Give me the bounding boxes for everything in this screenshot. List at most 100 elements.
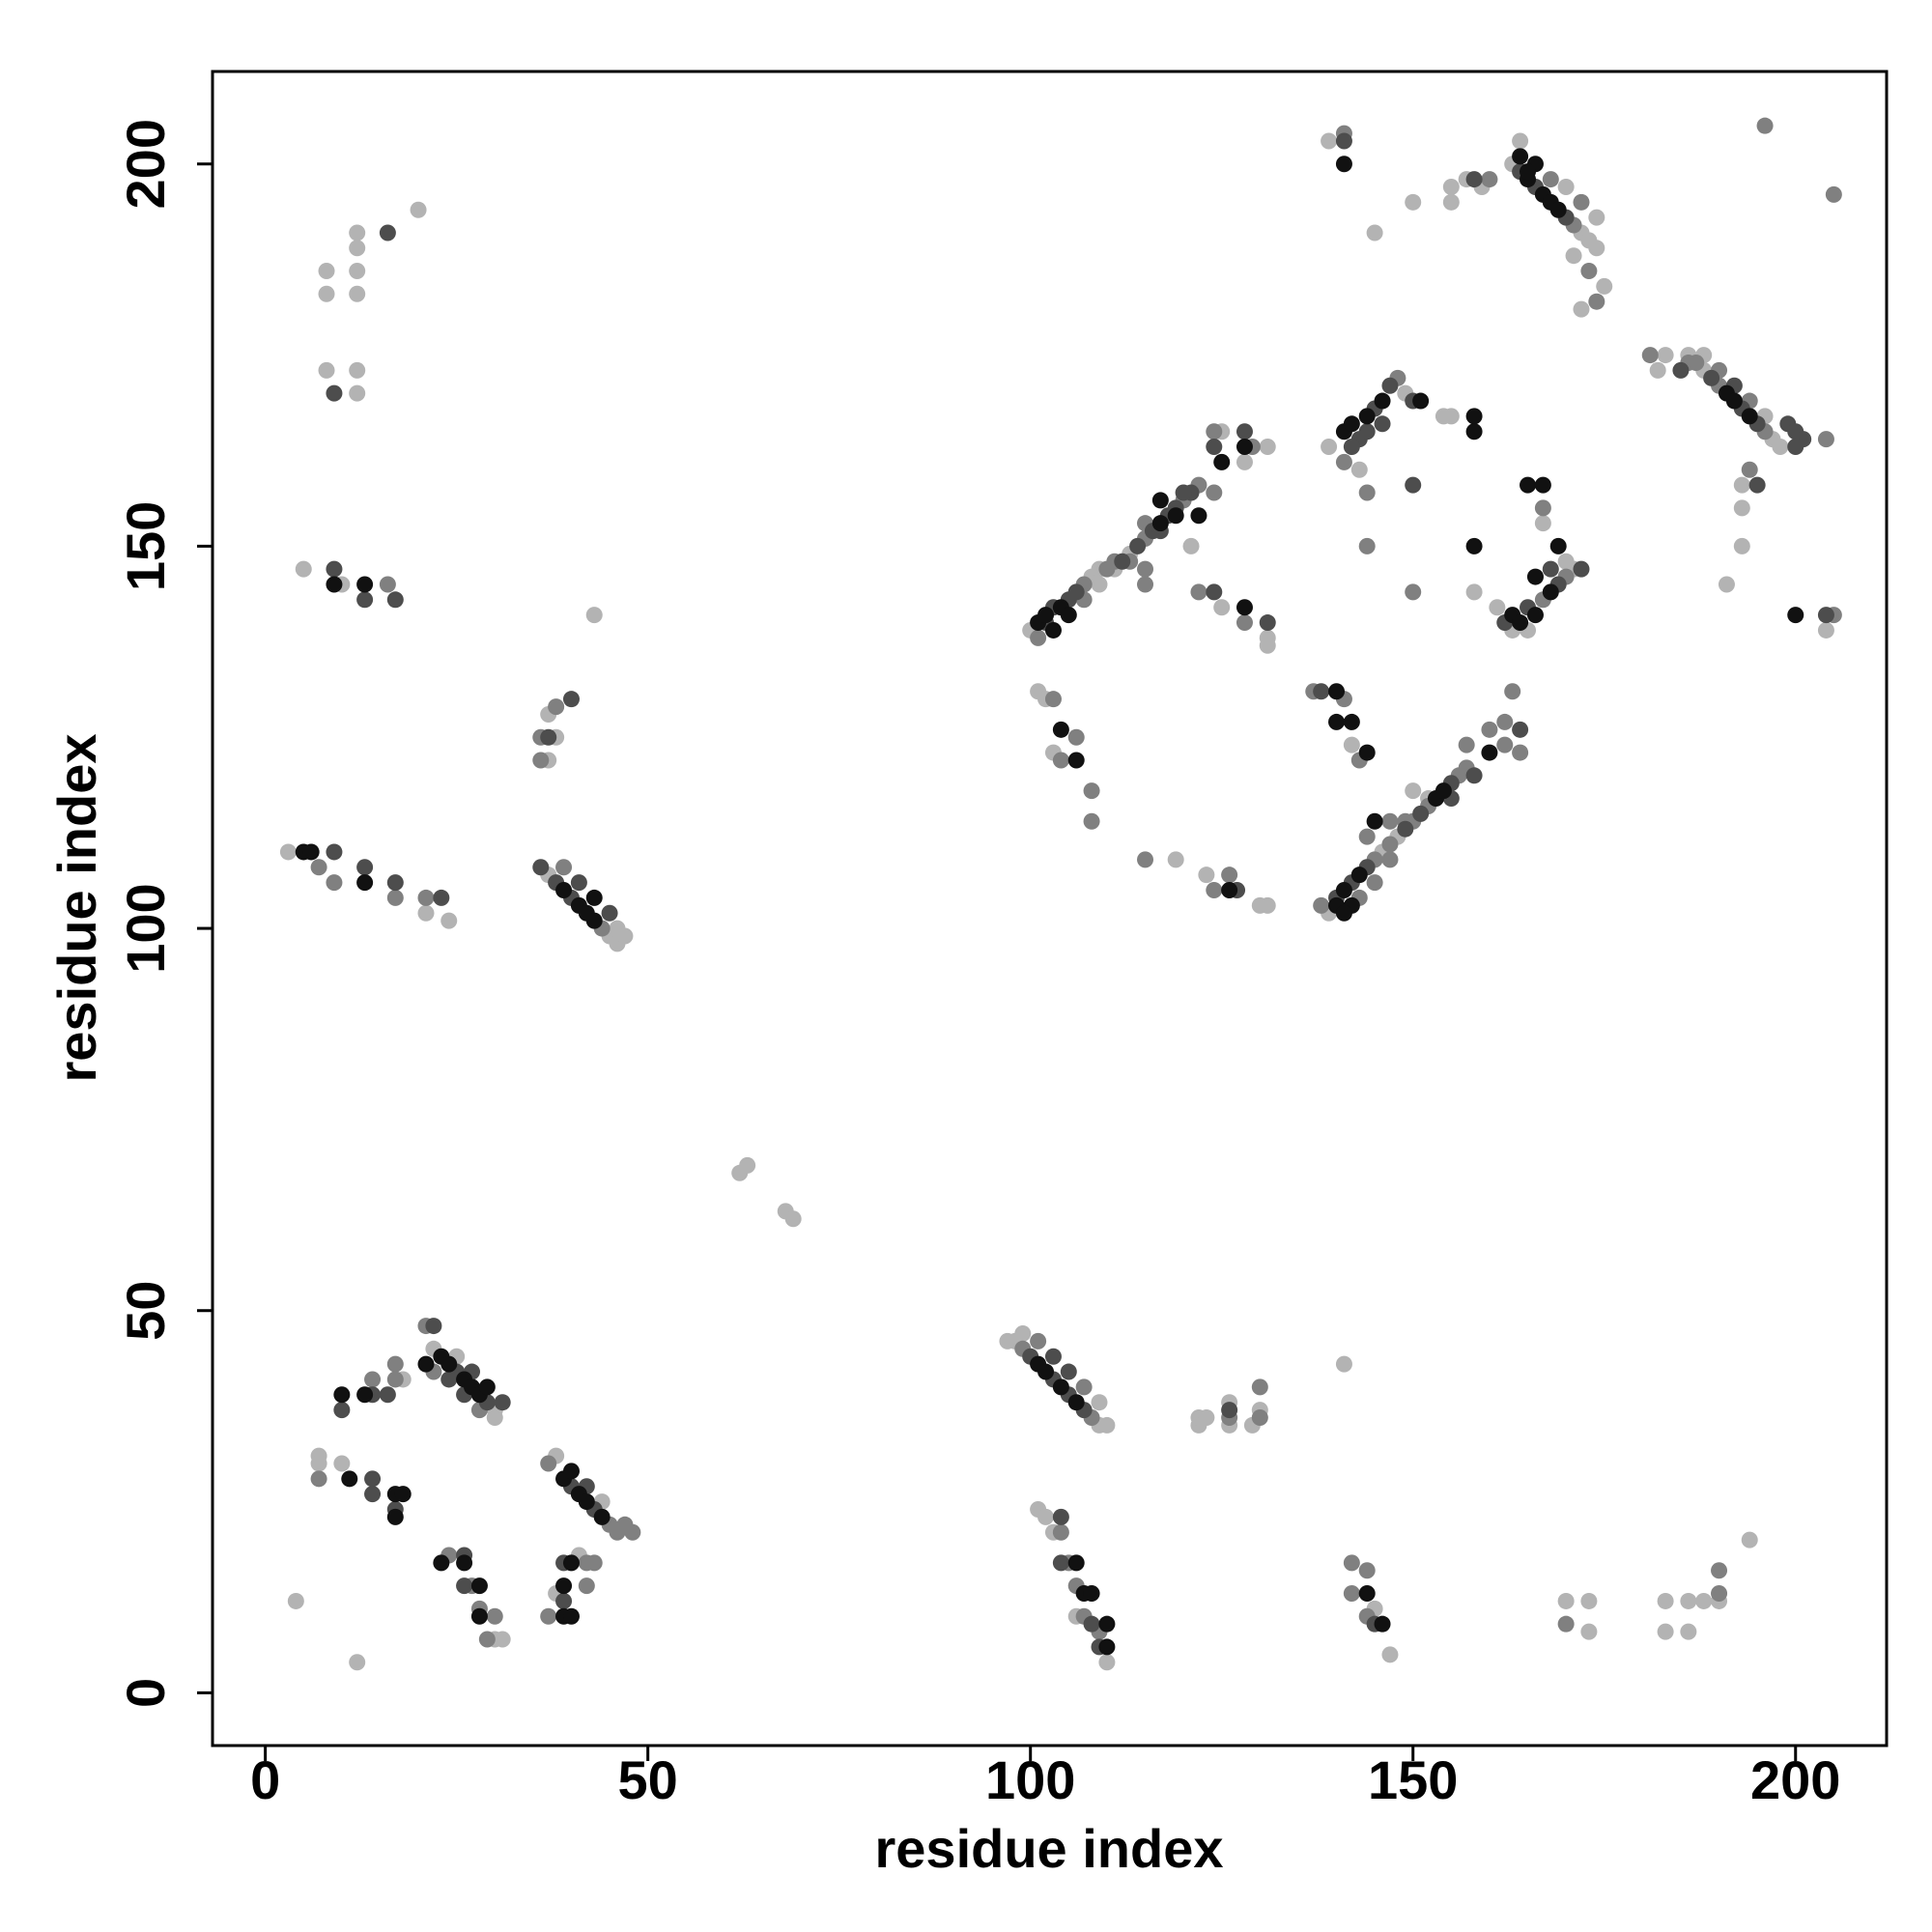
point: [1358, 828, 1376, 845]
point: [417, 904, 435, 922]
point: [410, 201, 427, 218]
point: [1381, 377, 1399, 394]
point: [1733, 499, 1750, 517]
point: [1512, 132, 1529, 150]
x-tick-label: 150: [1368, 1749, 1458, 1810]
point: [386, 889, 404, 906]
point: [1213, 453, 1231, 470]
point: [287, 1592, 304, 1609]
point: [433, 1554, 450, 1572]
point: [1213, 599, 1231, 616]
point: [1580, 1623, 1598, 1640]
point: [1167, 507, 1184, 525]
point: [1335, 904, 1352, 922]
point: [1741, 461, 1758, 478]
point: [1588, 209, 1605, 226]
point: [1381, 851, 1399, 868]
point: [578, 1493, 595, 1511]
point: [1030, 629, 1047, 646]
point: [1151, 492, 1169, 509]
point: [1067, 1554, 1085, 1572]
point: [562, 1463, 580, 1480]
point: [326, 576, 343, 593]
point: [386, 1355, 404, 1373]
point: [1458, 736, 1475, 753]
point: [379, 224, 396, 242]
point: [1512, 148, 1529, 165]
point: [417, 889, 435, 906]
point: [1381, 1646, 1399, 1663]
point: [1358, 484, 1376, 501]
point: [1037, 607, 1055, 624]
point: [1672, 361, 1690, 379]
point: [1335, 156, 1352, 173]
point: [1313, 896, 1330, 914]
point: [616, 927, 634, 945]
point: [1703, 369, 1720, 386]
point: [1649, 361, 1666, 379]
point: [585, 889, 603, 906]
point: [1580, 263, 1598, 280]
point: [1504, 683, 1521, 700]
point: [333, 1402, 351, 1419]
point: [1588, 240, 1605, 257]
point: [1465, 767, 1483, 784]
point: [1465, 583, 1483, 601]
point: [1549, 537, 1567, 554]
point: [1573, 560, 1590, 578]
point: [1044, 691, 1062, 708]
point: [486, 1607, 503, 1625]
point: [1335, 132, 1352, 150]
point: [1374, 1615, 1391, 1633]
point: [1366, 874, 1383, 892]
point: [1641, 347, 1659, 364]
point: [1067, 1394, 1085, 1411]
point: [1772, 439, 1789, 456]
point: [1465, 171, 1483, 188]
point: [1442, 178, 1460, 195]
point: [1542, 560, 1559, 578]
point: [1321, 132, 1338, 150]
point: [1465, 408, 1483, 425]
point: [1358, 1585, 1376, 1603]
point: [1573, 300, 1590, 318]
point: [1657, 1623, 1674, 1640]
point: [302, 843, 320, 861]
point: [1335, 453, 1352, 470]
point: [1756, 117, 1774, 134]
point: [1052, 752, 1069, 769]
point: [1580, 1592, 1598, 1609]
point: [1206, 583, 1223, 601]
point: [326, 384, 343, 402]
point: [1366, 224, 1383, 242]
point: [1221, 882, 1238, 899]
y-tick-label: 0: [115, 1678, 176, 1708]
point: [1067, 728, 1085, 746]
point: [585, 607, 603, 624]
point: [356, 591, 374, 609]
point: [379, 576, 396, 593]
point: [570, 874, 587, 892]
x-tick-label: 0: [250, 1749, 280, 1810]
point: [1465, 423, 1483, 440]
point: [1328, 713, 1346, 730]
point: [1259, 637, 1276, 654]
point: [1358, 408, 1376, 425]
point: [1129, 537, 1147, 554]
point: [1137, 576, 1154, 593]
point: [1098, 1615, 1116, 1633]
point: [624, 1523, 641, 1541]
point: [470, 1607, 488, 1625]
point: [532, 859, 550, 876]
point: [1733, 476, 1750, 494]
point: [1343, 1554, 1360, 1572]
point: [1075, 1378, 1093, 1396]
x-tick-label: 100: [985, 1749, 1075, 1810]
point: [417, 1355, 435, 1373]
point: [349, 224, 366, 242]
point: [1588, 293, 1605, 310]
point: [1236, 614, 1253, 632]
point: [386, 1371, 404, 1388]
point: [295, 560, 312, 578]
